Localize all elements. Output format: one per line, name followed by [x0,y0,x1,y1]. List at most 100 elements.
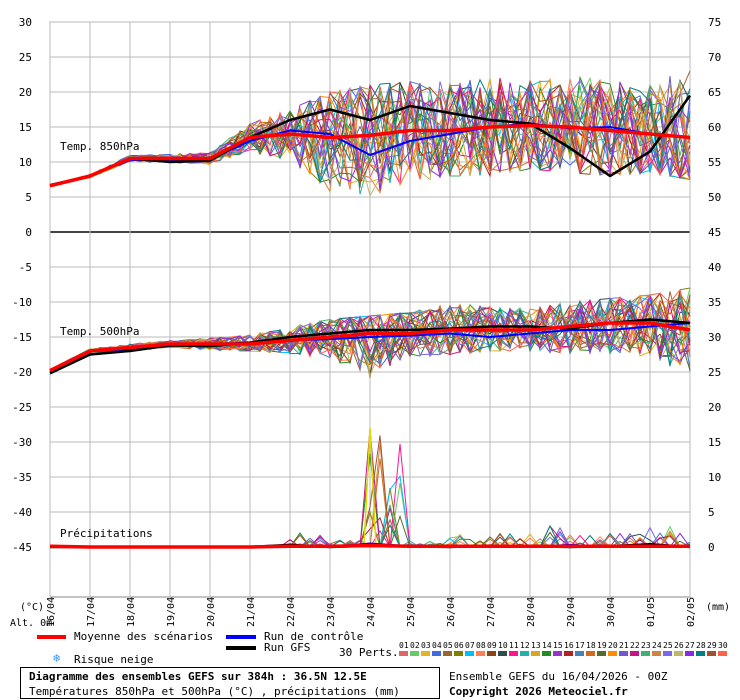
left-tick-label: 0 [25,226,32,239]
perturbation-number: 17 [575,641,585,650]
gfs-line [49,94,692,187]
legend-snow-label: Risque neige [74,653,154,666]
perturbation-swatch [718,651,727,656]
right-tick-label: 70 [708,51,721,64]
perturbation-swatch [410,651,419,656]
right-tick-label: 35 [708,296,721,309]
altitude-label: Alt. 0m [10,618,52,629]
perturbation-swatch [641,651,650,656]
perturbation-swatch [542,651,551,656]
legend-mean-swatch [37,635,66,639]
right-unit-label: (mm) [706,602,730,613]
left-tick-label: 25 [19,51,32,64]
right-tick-label: 55 [708,156,721,169]
left-tick-label: -10 [12,296,32,309]
run-info: Ensemble GEFS du 16/04/2026 - 00Z [449,670,668,683]
panel-label: Temp. 500hPa [60,325,139,338]
perturbation-swatch [498,651,507,656]
legend-gfs-swatch [226,646,256,650]
right-tick-label: 75 [708,16,721,29]
footer-subtitle: Températures 850hPa et 500hPa (°C) , pré… [29,685,400,698]
legend-gfs-label: Run GFS [264,641,311,654]
date-tick-label: 28/04 [526,597,537,627]
perturbation-swatch [454,651,463,656]
date-tick-label: 26/04 [446,597,457,627]
perturbation-swatch [674,651,683,656]
legend-control-swatch [226,635,256,639]
date-tick-label: 20/04 [206,597,217,627]
date-tick-label: 24/04 [366,597,377,627]
perturbation-number: 13 [531,641,541,650]
left-tick-label: -20 [12,366,32,379]
perturbation-number: 21 [619,641,629,650]
mean-line [49,543,690,549]
footer-title: Diagramme des ensembles GEFS sur 384h : … [29,670,367,683]
left-tick-label: 15 [19,121,32,134]
perturbation-number: 15 [553,641,563,650]
legend-mean-label: Moyenne des scénarios [74,630,214,643]
left-tick-label: 5 [25,191,32,204]
left-tick-label: 10 [19,156,32,169]
right-tick-label: 5 [708,506,715,519]
perturbation-number: 09 [487,641,497,650]
series-lines [49,94,692,549]
date-tick-label: 29/04 [566,597,577,627]
date-tick-label: 01/05 [646,597,657,627]
perturbation-swatch [586,651,595,656]
perturbation-swatch [696,651,705,656]
right-tick-label: 30 [708,331,721,344]
perturbation-number: 18 [586,641,596,650]
perturbation-swatch [421,651,430,656]
perturbation-number: 16 [564,641,574,650]
left-tick-label: -30 [12,436,32,449]
perturbation-swatch [509,651,518,656]
date-tick-label: 16/04 [46,597,57,627]
right-tick-label: 50 [708,191,721,204]
perturbation-number: 19 [597,641,607,650]
perturbation-number: 27 [685,641,695,650]
perturbation-number: 28 [696,641,706,650]
left-tick-label: -5 [19,261,32,274]
left-tick-label: -25 [12,401,32,414]
perturbation-swatch [652,651,661,656]
perturbation-number: 08 [476,641,486,650]
member-line [49,78,691,187]
copyright: Copyright 2026 Meteociel.fr [449,685,628,698]
panel-label: Précipitations [60,527,153,540]
left-unit-label: (°C) [20,602,44,613]
date-tick-label: 22/04 [286,597,297,627]
perturbation-number: 20 [608,641,618,650]
perturbation-swatch [553,651,562,656]
perturbation-number: 23 [641,641,651,650]
perturbation-swatch [707,651,716,656]
right-tick-label: 45 [708,226,721,239]
perturbation-swatch [564,651,573,656]
right-tick-label: 25 [708,366,721,379]
date-tick-label: 02/05 [686,597,697,627]
perturbation-swatch [432,651,441,656]
perturbation-swatch [663,651,672,656]
perturbation-number: 05 [443,641,453,650]
perturbation-number: 11 [509,641,519,650]
perturbation-number: 26 [674,641,684,650]
left-tick-label: -45 [12,541,32,554]
perturbation-number: 04 [432,641,442,650]
perturbation-swatch [399,651,408,656]
date-tick-label: 25/04 [406,597,417,627]
precip-spike [363,427,377,548]
perturbation-swatch [476,651,485,656]
footer-box: Diagramme des ensembles GEFS sur 384h : … [20,667,440,699]
date-tick-label: 30/04 [606,597,617,627]
mean-line [49,123,691,188]
axis-labels: 302520151050-5-10-15-20-25-30-35-40-4575… [10,16,730,629]
perturbation-number: 14 [542,641,552,650]
perturbation-swatch [685,651,694,656]
right-tick-label: 15 [708,436,721,449]
perturbation-number: 02 [410,641,420,650]
right-tick-label: 60 [708,121,721,134]
right-tick-label: 20 [708,401,721,414]
legend-control-label: Run de contrôle [264,630,364,643]
perturbation-swatch [520,651,529,656]
perturbation-number: 29 [707,641,717,650]
